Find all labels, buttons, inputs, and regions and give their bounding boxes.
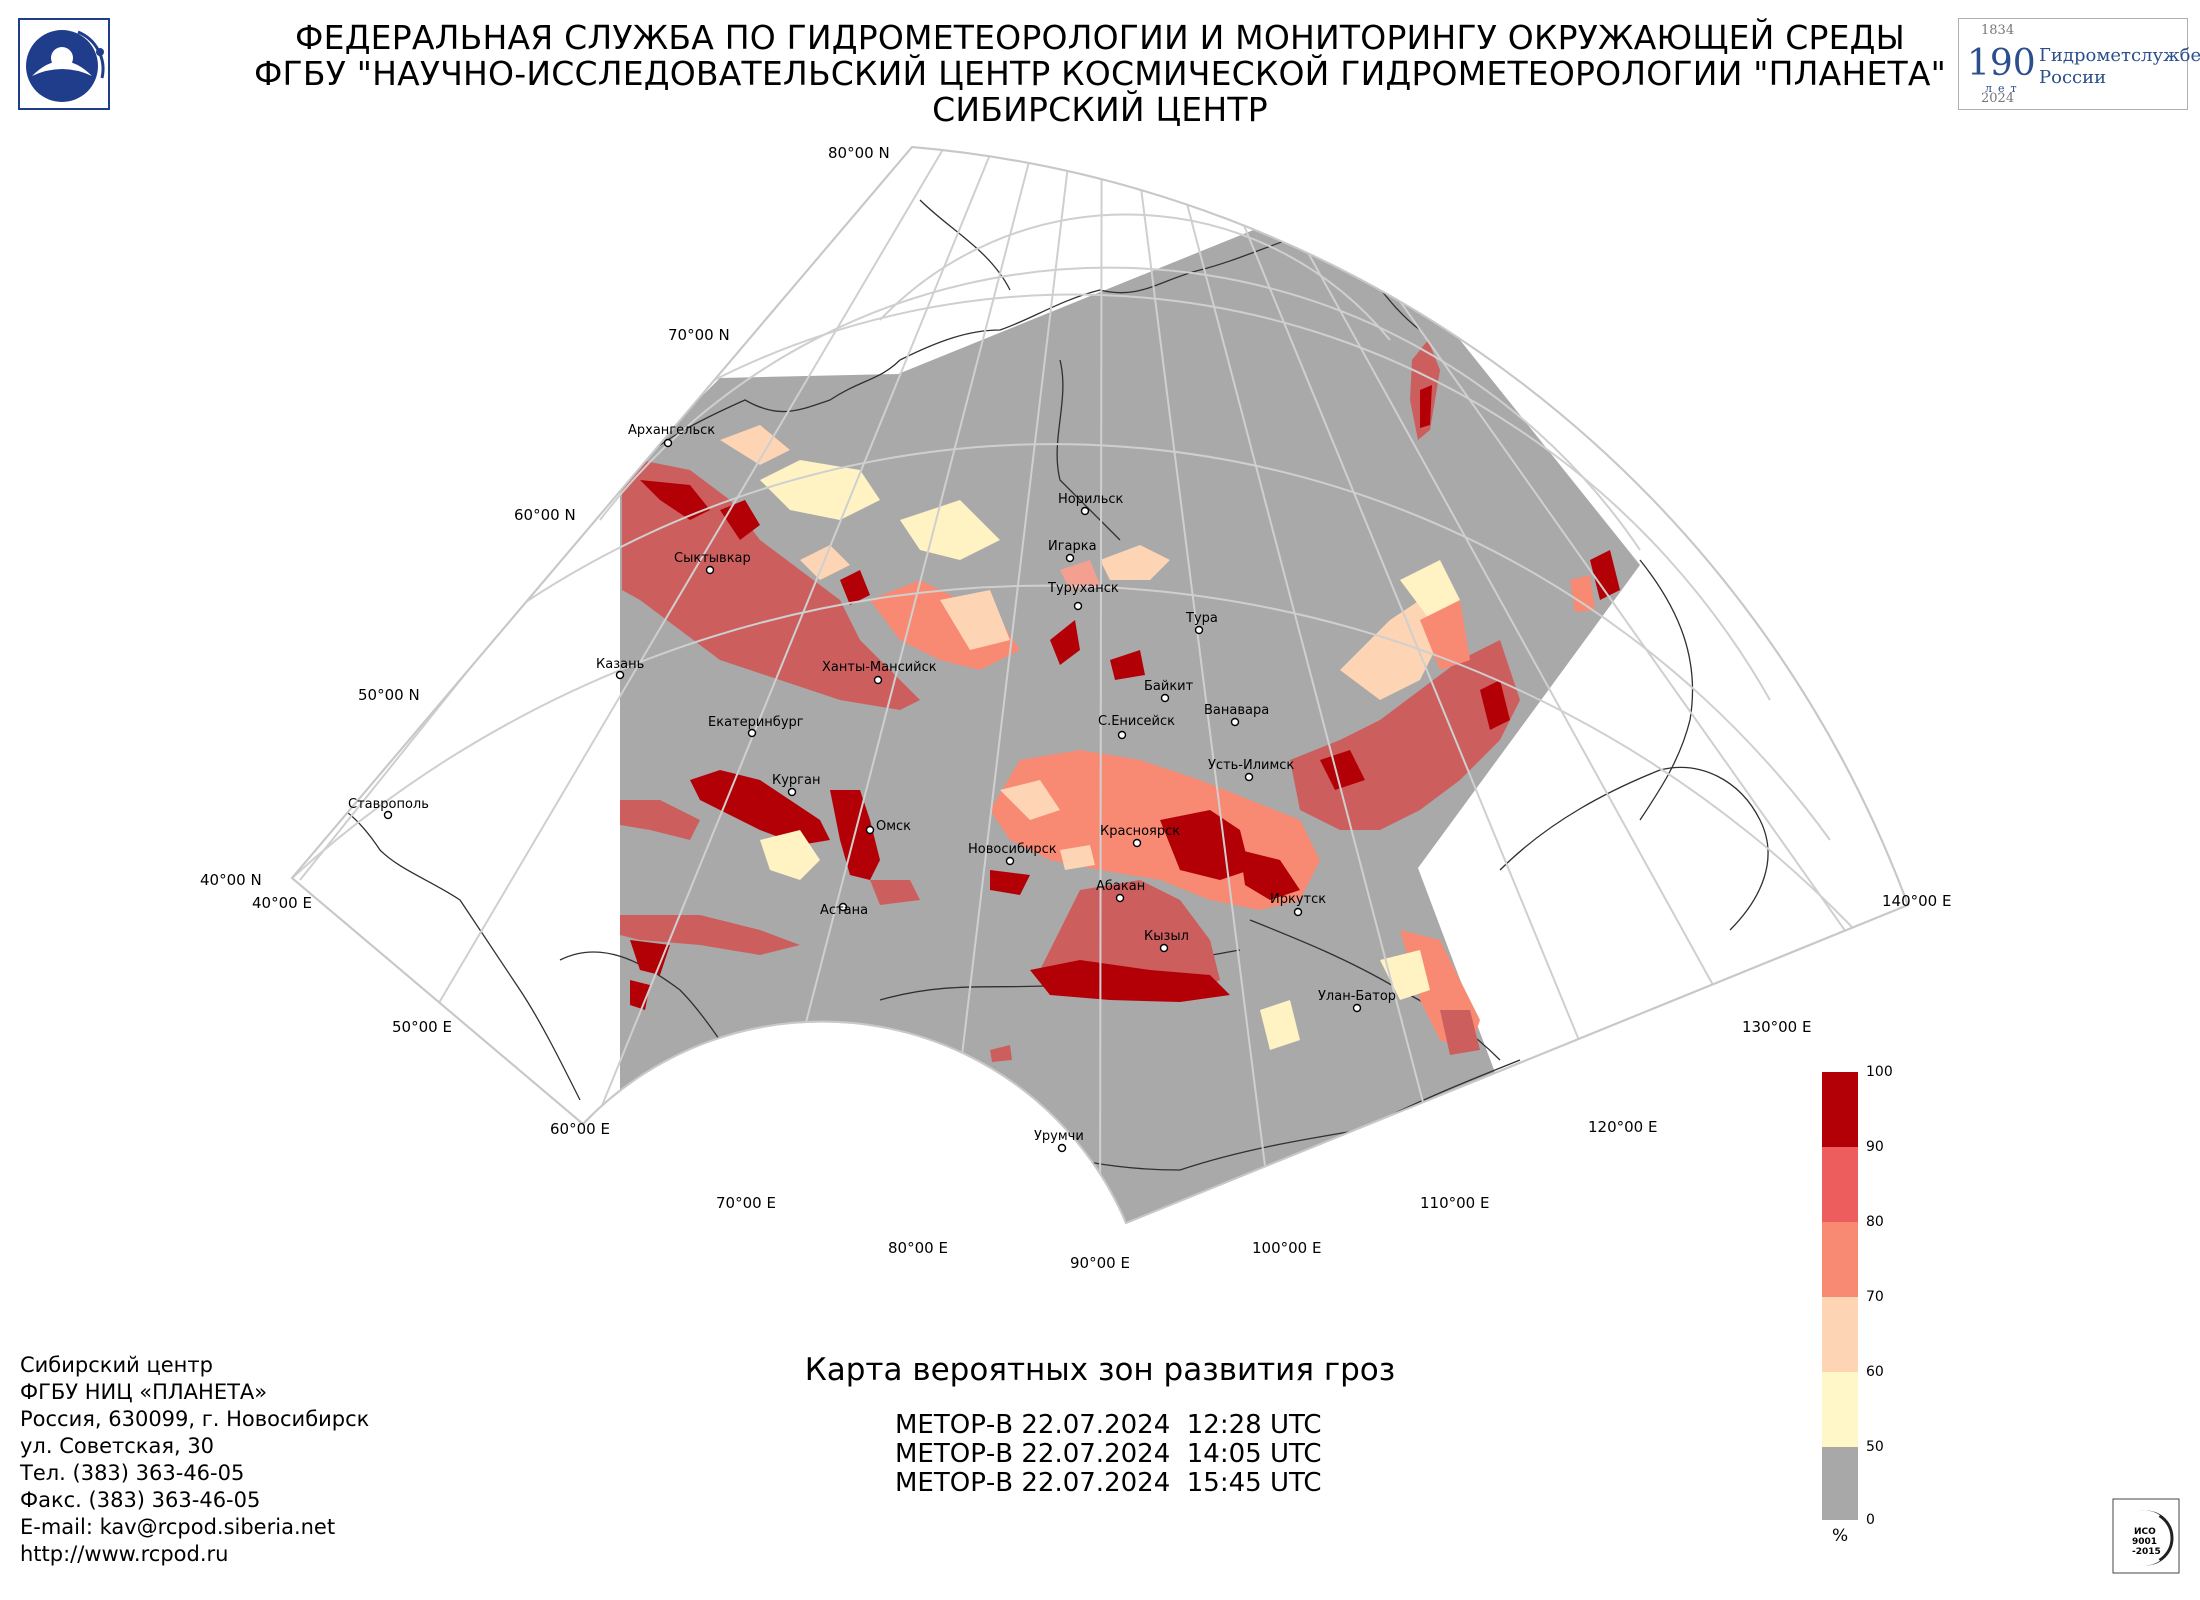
contact-fax: Факс. (383) 363-46-05 [20, 1488, 261, 1512]
legend-tick-80: 80 [1866, 1214, 1884, 1230]
satellite-pass-1: МЕТОР-В 22.07.2024 12:28 UTC [895, 1410, 1322, 1440]
contact-line: ФГБУ НИЦ «ПЛАНЕТА» [20, 1380, 268, 1404]
grid-label-lon50: 50°00 E [392, 1018, 452, 1036]
grid-label-lon70: 70°00 E [716, 1194, 776, 1212]
roshydromet-logo [18, 18, 110, 110]
city-label-krasnoyarsk: Красноярск [1100, 824, 1180, 839]
city-label-abakan: Абакан [1096, 879, 1145, 894]
grid-label-lon100: 100°00 E [1252, 1239, 1321, 1257]
anniversary-text1: Гидрометслужбе [2039, 45, 2200, 66]
city-label-vanavara: Ванавара [1204, 703, 1269, 718]
map-outline [290, 145, 1910, 1225]
header-title-line2: ФГБУ "НАУЧНО-ИССЛЕДОВАТЕЛЬСКИЙ ЦЕНТР КОС… [253, 54, 1947, 93]
legend-swatch-80-90 [1822, 1147, 1858, 1222]
city-label-omsk: Омск [876, 819, 911, 834]
city-label-kazan: Казань [596, 657, 644, 672]
city-label-syktyvkar: Сыктывкар [674, 551, 751, 566]
satellite-coverage-area [620, 188, 1640, 1223]
satellite-pass-2: МЕТОР-В 22.07.2024 14:05 UTC [895, 1439, 1322, 1469]
grid-label-lat40: 40°00 N [200, 871, 262, 889]
city-markers [383, 438, 1362, 1153]
legend-swatch-60-70 [1822, 1297, 1858, 1372]
contact-line: Сибирский центр [20, 1353, 213, 1377]
grid-label-lon90: 90°00 E [1070, 1254, 1130, 1272]
city-label-ekaterinburg: Екатеринбург [708, 715, 804, 730]
contact-line: ул. Советская, 30 [20, 1434, 215, 1458]
graticule-meridians [299, 147, 1881, 1223]
header-title-line3: СИБИРСКИЙ ЦЕНТР [932, 90, 1268, 129]
grid-label-lon140: 140°00 E [1882, 892, 1951, 910]
anniversary-number-suffix: лет [1985, 82, 2023, 95]
iso-text1: ИСО [2134, 1527, 2156, 1537]
contact-phone: Тел. (383) 363-46-05 [20, 1461, 245, 1485]
city-label-irkutsk: Иркутск [1270, 892, 1326, 907]
city-label-kurgan: Курган [772, 773, 820, 788]
contact-line: Россия, 630099, г. Новосибирск [20, 1407, 370, 1431]
grid-label-lon110: 110°00 E [1420, 1194, 1489, 1212]
iso-certification-icon: ИСО 9001 -2015 [2112, 1498, 2180, 1574]
legend-tick-50: 50 [1866, 1439, 1884, 1455]
city-label-turukhansk: Туруханск [1047, 581, 1119, 596]
legend-swatch-50-60 [1822, 1372, 1858, 1447]
grid-label-lat50: 50°00 N [358, 686, 420, 704]
city-label-kyzyl: Кызыл [1144, 929, 1189, 944]
grid-label-lat80: 80°00 N [828, 144, 890, 162]
legend-swatch-0-50 [1822, 1447, 1858, 1520]
iso-text3: -2015 [2132, 1547, 2161, 1557]
legend-tick-70: 70 [1866, 1289, 1884, 1305]
iso-text2: 9001 [2132, 1537, 2157, 1547]
contact-website[interactable]: http://www.rcpod.ru [20, 1542, 229, 1566]
city-label-tura: Тура [1185, 611, 1218, 626]
anniversary-logo: 1834 190 лет Гидрометслужбе России 2024 [1958, 18, 2200, 110]
grid-label-lon80: 80°00 E [888, 1239, 948, 1257]
city-label-igarka: Игарка [1048, 539, 1097, 554]
legend-tick-100: 100 [1866, 1064, 1893, 1080]
map-title: Карта вероятных зон развития гроз [804, 1352, 1396, 1388]
city-label-baykit: Байкит [1144, 679, 1194, 694]
grid-label-lon40: 40°00 E [252, 894, 312, 912]
contact-email[interactable]: E-mail: kav@rcpod.siberia.net [20, 1515, 336, 1539]
city-label-ulanbator: Улан-Батор [1318, 989, 1396, 1004]
anniversary-number: 190 [1967, 43, 2036, 84]
city-label-urumqi: Урумчи [1034, 1129, 1084, 1144]
legend-tick-90: 90 [1866, 1139, 1884, 1155]
satellite-pass-3: МЕТОР-В 22.07.2024 15:45 UTC [895, 1468, 1322, 1498]
grid-label-lon60: 60°00 E [550, 1120, 610, 1138]
city-label-novosibirsk: Новосибирск [968, 842, 1057, 857]
legend-swatch-90-100 [1822, 1072, 1858, 1147]
city-label-stavropol: Ставрополь [348, 797, 429, 812]
contact-info: Сибирский центр ФГБУ НИЦ «ПЛАНЕТА» Росси… [20, 1352, 369, 1568]
city-label-yeniseysk: С.Енисейск [1098, 714, 1175, 729]
grid-label-lon120: 120°00 E [1588, 1118, 1657, 1136]
city-label-norilsk: Норильск [1058, 492, 1124, 507]
probability-legend: 100 90 80 70 60 50 0 [1822, 1064, 1893, 1528]
anniversary-year-end: 2024 [1981, 91, 2015, 106]
legend-swatch-70-80 [1822, 1222, 1858, 1297]
city-label-ustilimsk: Усть-Илимск [1208, 758, 1294, 773]
header-title-line1: ФЕДЕРАЛЬНАЯ СЛУЖБА ПО ГИДРОМЕТЕОРОЛОГИИ … [295, 18, 1905, 57]
grid-label-lat70: 70°00 N [668, 326, 730, 344]
legend-unit: % [1832, 1526, 1849, 1546]
grid-label-lon130: 130°00 E [1742, 1018, 1811, 1036]
city-label-arkhangelsk: Архангельск [628, 423, 715, 438]
city-label-astana: Астана [820, 903, 868, 918]
grid-label-lat60: 60°00 N [514, 506, 576, 524]
city-label-khanty: Ханты-Мансийск [822, 660, 937, 675]
legend-tick-60: 60 [1866, 1364, 1884, 1380]
legend-tick-0: 0 [1866, 1512, 1875, 1528]
probability-patches [620, 340, 1620, 1223]
anniversary-text2: России [2039, 67, 2107, 88]
anniversary-year-start: 1834 [1981, 23, 2015, 38]
